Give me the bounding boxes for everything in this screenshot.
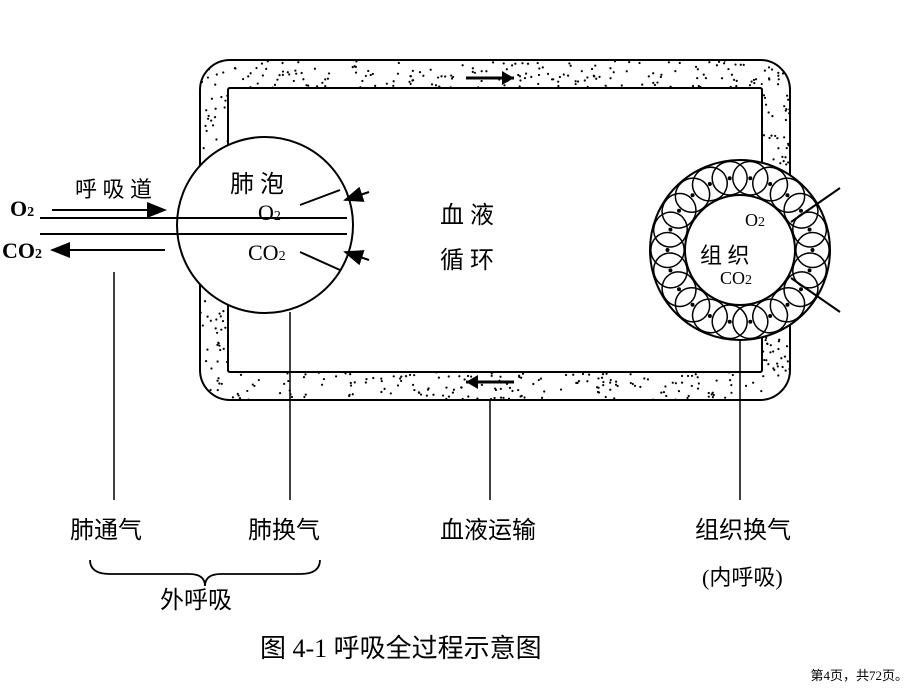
label-co2-alv: CO2 <box>248 240 286 266</box>
label-ext-resp: 外呼吸 <box>160 580 232 615</box>
label-lung-vent: 肺通气 <box>70 510 142 545</box>
label-tissue-exch: 组织换气 <box>695 510 791 545</box>
label-tissue: 组 织 <box>700 238 750 270</box>
page-footer: 第4页，共72页。 <box>810 665 908 684</box>
figure-caption: 图 4-1 呼吸全过程示意图 <box>260 628 542 665</box>
label-transport: 血液运输 <box>440 510 536 545</box>
label-o2-tis: O2 <box>745 210 765 231</box>
label-alveoli: 肺 泡 <box>230 164 284 199</box>
label-o2-alv: O2 <box>258 200 281 226</box>
label-blood-1: 血 液 <box>440 195 494 230</box>
label-lung-exch: 肺换气 <box>248 510 320 545</box>
label-o2-ext: O2 <box>10 196 34 222</box>
label-co2-ext: CO2 <box>2 238 42 264</box>
label-resp-tract: 呼 吸 道 <box>75 172 152 204</box>
label-int-resp: (内呼吸) <box>702 560 783 592</box>
label-co2-tis: CO2 <box>720 268 752 289</box>
label-blood-2: 循 环 <box>440 240 494 275</box>
